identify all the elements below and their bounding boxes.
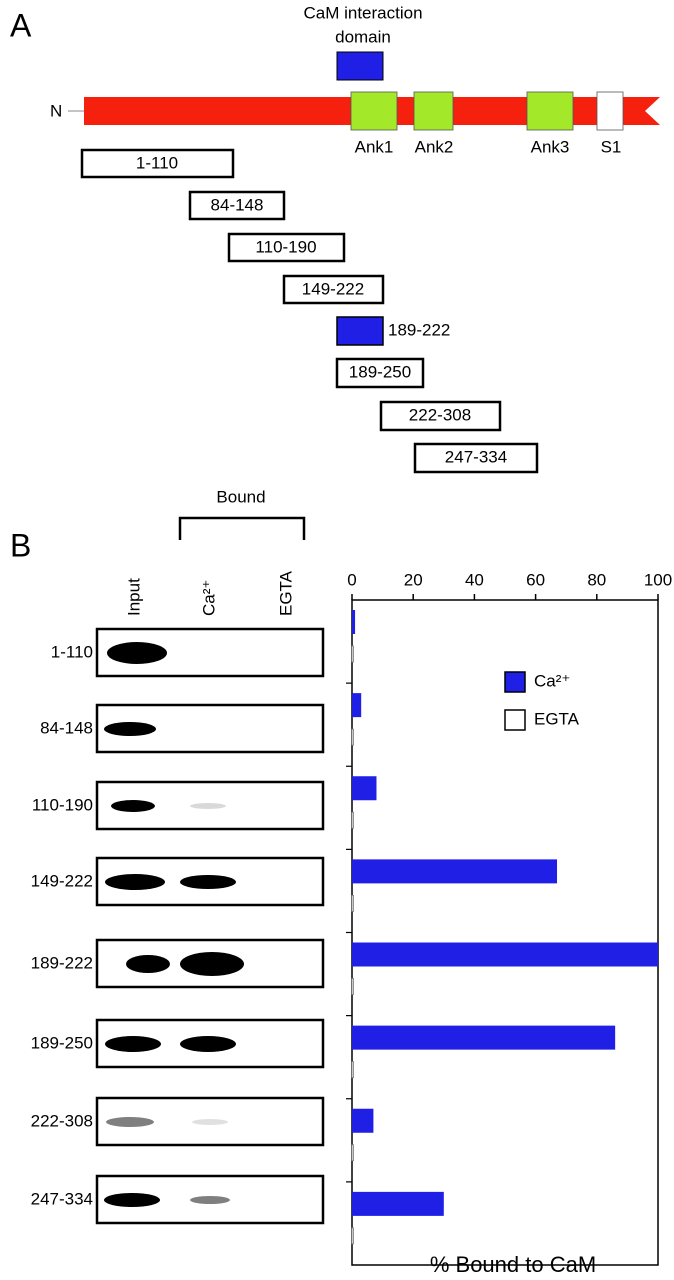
column-header: Input — [124, 578, 143, 616]
x-tick-label: 80 — [587, 570, 606, 589]
fragment-label: 84-148 — [211, 195, 264, 214]
fragment — [282, 274, 385, 305]
legend-label: Ca²⁺ — [534, 671, 570, 690]
plot-frame — [351, 599, 659, 1266]
x-tick-label: 100 — [644, 570, 672, 589]
bar — [352, 1108, 374, 1133]
domain-name: Ank3 — [531, 137, 570, 156]
band — [126, 955, 170, 973]
bar — [352, 1025, 616, 1050]
fragment-label: 189-222 — [388, 320, 450, 339]
bar — [351, 645, 354, 663]
x-tick-label: 40 — [465, 570, 484, 589]
fragment — [80, 148, 235, 179]
bar — [351, 894, 354, 912]
legend-swatch — [504, 709, 526, 731]
band — [192, 1119, 228, 1125]
fragment — [379, 400, 502, 432]
domain-name: Ank2 — [415, 137, 454, 156]
band — [107, 642, 167, 664]
legend-label: EGTA — [534, 709, 580, 728]
bar — [351, 978, 354, 995]
band — [105, 1036, 161, 1052]
ank-domain — [350, 91, 398, 131]
row-label: 110-190 — [32, 795, 93, 814]
fragment — [335, 357, 425, 389]
band — [190, 1196, 230, 1204]
column-header: Ca²⁺ — [199, 580, 218, 616]
fragment-label: 189-250 — [349, 362, 411, 381]
x-tick-label: 60 — [526, 570, 545, 589]
band — [105, 874, 165, 890]
bar — [352, 1191, 444, 1216]
bar — [352, 610, 356, 634]
bar — [351, 728, 354, 746]
domain-name: Ank1 — [355, 137, 394, 156]
cam-domain — [336, 51, 384, 81]
domain-label: domain — [335, 27, 391, 46]
band — [111, 800, 155, 812]
band — [190, 803, 226, 809]
column-header: EGTA — [276, 570, 295, 616]
row-label: 149-222 — [31, 871, 93, 890]
row-label: 1-110 — [51, 642, 93, 661]
fragment-label: 1-110 — [136, 153, 178, 172]
s1-domain — [596, 91, 624, 131]
bar — [351, 1227, 354, 1245]
panel-label: B — [10, 527, 31, 563]
band — [180, 1036, 236, 1052]
x-tick-label: 20 — [404, 570, 423, 589]
fragment-label: 149-222 — [302, 279, 364, 298]
bar — [352, 859, 558, 884]
bar — [351, 1061, 354, 1079]
x-axis-title: % Bound to CaM — [430, 1252, 596, 1277]
panel-label: A — [10, 7, 32, 43]
bar — [351, 1144, 354, 1162]
fragment — [227, 232, 346, 263]
bar — [352, 942, 658, 967]
fragment — [336, 316, 384, 346]
bracket — [178, 516, 306, 540]
fragment-label: 247-334 — [445, 447, 507, 466]
band — [106, 1117, 154, 1127]
bracket-label: Bound — [216, 487, 265, 506]
fragment — [413, 442, 539, 474]
domain-name: S1 — [601, 137, 622, 156]
domain-label: CaM interaction — [303, 3, 422, 22]
row-label: 189-250 — [31, 1033, 93, 1052]
row-label: 189-222 — [31, 953, 93, 972]
legend-swatch — [504, 671, 526, 693]
band — [180, 952, 244, 976]
bar — [352, 693, 362, 718]
band — [180, 875, 236, 889]
ank-domain — [413, 91, 454, 131]
bar — [352, 776, 377, 801]
band — [104, 722, 156, 736]
row-label: 222-308 — [31, 1111, 93, 1130]
row-label: 247-334 — [31, 1189, 93, 1208]
fragment-label: 222-308 — [409, 405, 471, 424]
n-terminus: N — [50, 101, 62, 120]
ank-domain — [526, 91, 574, 131]
x-tick-label: 0 — [347, 570, 356, 589]
bar — [351, 811, 354, 829]
fragment — [188, 190, 286, 221]
row-label: 84-148 — [40, 718, 93, 737]
band — [104, 1193, 160, 1207]
fragment-label: 110-190 — [255, 237, 316, 256]
